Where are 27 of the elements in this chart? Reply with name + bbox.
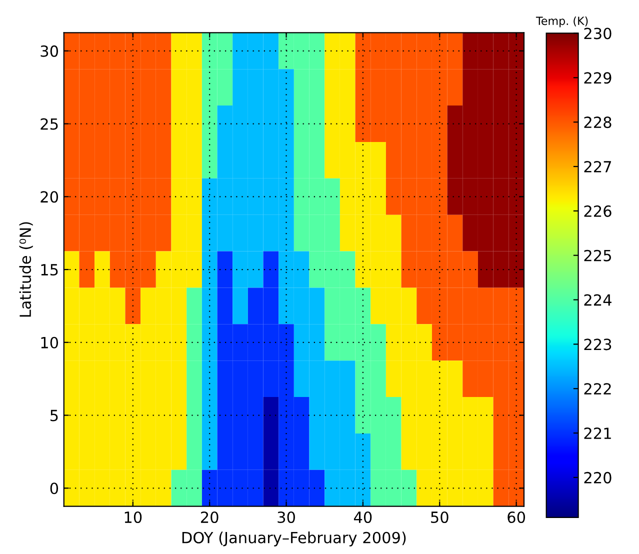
- color-bar-label: 221: [584, 428, 611, 439]
- x-tick-label: 40: [354, 511, 372, 524]
- color-bar-label: 225: [584, 250, 611, 262]
- color-bar-title: Temp. (K): [536, 16, 588, 28]
- color-bar-label: 222: [584, 383, 611, 394]
- y-tick-label: 10: [41, 336, 58, 348]
- y-tick-label: 25: [40, 118, 58, 130]
- color-bar-label: 223: [584, 338, 612, 350]
- y-tick-label: 20: [40, 191, 58, 203]
- color-bar-label: 226: [584, 205, 612, 217]
- color-bar-label: 220: [584, 472, 612, 484]
- x-axis-title: DOY (January–February 2009): [182, 532, 406, 546]
- color-bar-label: 224: [584, 294, 612, 306]
- x-tick-label: 60: [508, 511, 526, 524]
- y-tick-label: 15: [41, 264, 58, 276]
- color-bar-label: 230: [584, 28, 612, 40]
- color-bar-label: 229: [584, 72, 612, 84]
- color-bar-label: 228: [584, 116, 612, 128]
- y-tick-label: 30: [40, 45, 58, 57]
- y-tick-label: 5: [50, 410, 58, 422]
- x-tick-label: 30: [278, 511, 295, 524]
- y-tick-label: 0: [50, 482, 58, 494]
- y-axis-title: Latitude (⁰N): [19, 222, 33, 317]
- x-tick-label: 10: [124, 511, 142, 524]
- color-bar-label: 227: [584, 160, 612, 172]
- x-tick-label: 50: [431, 511, 448, 524]
- x-tick-label: 20: [200, 511, 218, 524]
